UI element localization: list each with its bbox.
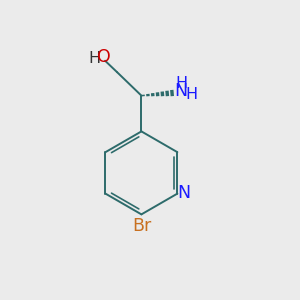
Text: H: H (88, 51, 100, 66)
Text: H: H (176, 76, 188, 91)
Text: H: H (186, 87, 198, 102)
Text: Br: Br (132, 218, 151, 236)
Text: N: N (177, 184, 190, 202)
Text: O: O (97, 48, 110, 66)
Text: N: N (174, 82, 187, 100)
